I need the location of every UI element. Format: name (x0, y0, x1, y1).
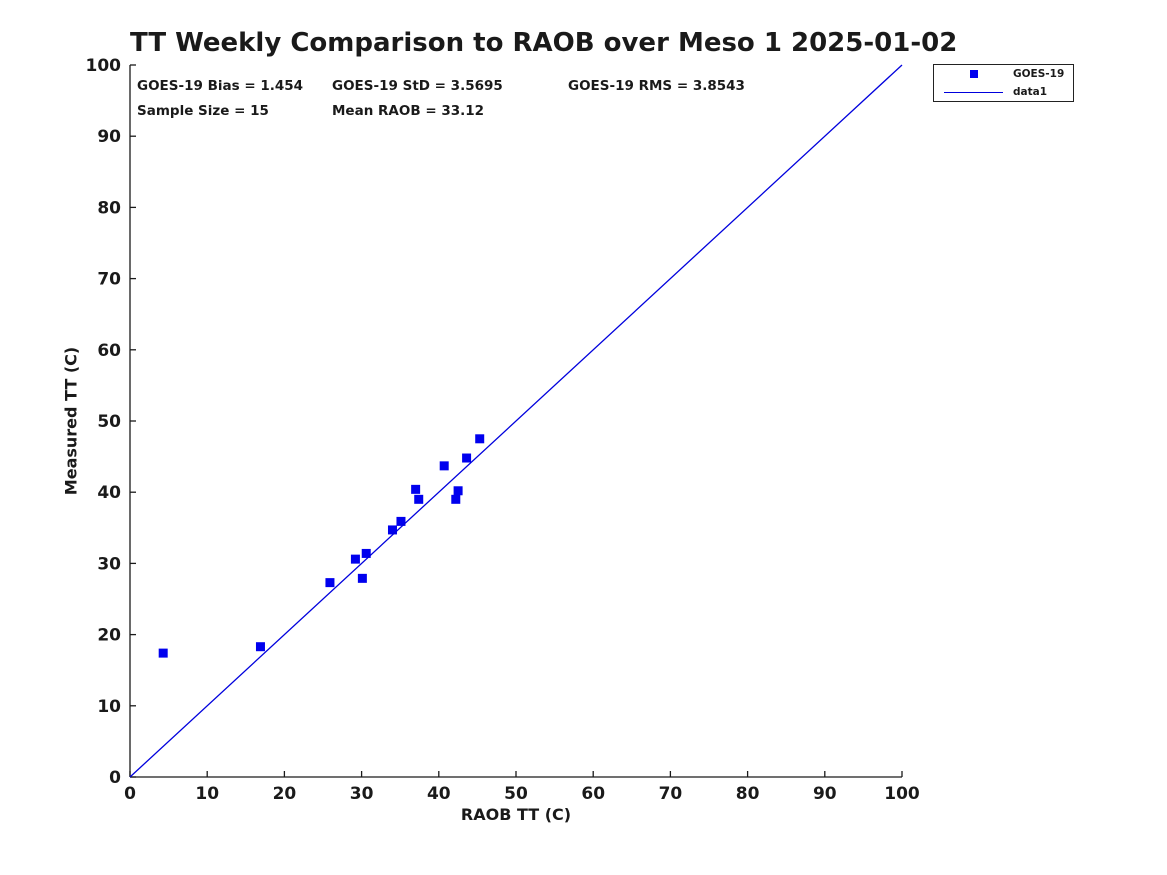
y-tick-label: 100 (86, 56, 122, 76)
x-tick-label: 50 (504, 784, 528, 804)
line-marker-icon (944, 91, 1003, 93)
y-tick-label: 90 (97, 127, 121, 147)
y-tick-label: 0 (109, 768, 121, 788)
scatter-point (475, 434, 485, 444)
x-tick-label: 60 (581, 784, 605, 804)
x-tick-label: 90 (813, 784, 837, 804)
legend-label-data1: data1 (1013, 86, 1048, 98)
stat-bias: GOES-19 Bias = 1.454 (137, 78, 304, 94)
stat-mean-raob: Mean RAOB = 33.12 (332, 103, 485, 119)
scatter-point (451, 494, 461, 504)
y-tick-label: 40 (97, 483, 121, 503)
x-tick-label: 30 (350, 784, 374, 804)
identity-line (129, 64, 903, 778)
y-tick-label: 60 (97, 341, 121, 361)
scatter-point (387, 525, 397, 535)
scatter-point (396, 516, 406, 526)
scatter-marker-icon (969, 70, 978, 78)
scatter-point (255, 642, 265, 652)
x-tick-label: 40 (427, 784, 451, 804)
scatter-point (158, 648, 168, 658)
scatter-point (325, 578, 335, 588)
x-tick-label: 0 (124, 784, 136, 804)
stat-sample-size: Sample Size = 15 (137, 103, 269, 119)
y-tick-label: 10 (97, 697, 121, 717)
legend-swatch-area (934, 91, 1013, 93)
scatter-point (357, 573, 367, 583)
stat-std: GOES-19 StD = 3.5695 (332, 78, 503, 94)
x-axis-label: RAOB TT (C) (460, 805, 572, 824)
scatter-point (414, 494, 424, 504)
x-tick-label: 70 (659, 784, 683, 804)
scatter-point (361, 548, 371, 558)
y-tick-label: 70 (97, 270, 121, 290)
chart-title: TT Weekly Comparison to RAOB over Meso 1… (130, 28, 958, 58)
legend-swatch-area (934, 70, 1013, 78)
scatter-point (439, 461, 449, 471)
y-tick-label: 20 (97, 626, 121, 646)
legend-entry-data1: data1 (934, 83, 1073, 101)
legend-label-goes19: GOES-19 (1013, 68, 1065, 80)
x-tick-label: 100 (884, 784, 920, 804)
x-tick-label: 10 (195, 784, 219, 804)
legend-box: GOES-19 data1 (933, 64, 1074, 102)
y-tick-label: 50 (97, 412, 121, 432)
x-tick-label: 20 (273, 784, 297, 804)
scatter-point (411, 484, 421, 494)
legend-entry-goes19: GOES-19 (934, 65, 1073, 83)
x-tick-label: 80 (736, 784, 760, 804)
y-tick-label: 80 (97, 198, 121, 218)
scatter-point (453, 486, 463, 496)
stat-rms: GOES-19 RMS = 3.8543 (568, 78, 745, 94)
y-tick-label: 30 (97, 554, 121, 574)
scatter-point (462, 453, 472, 463)
scatter-point (350, 554, 360, 564)
